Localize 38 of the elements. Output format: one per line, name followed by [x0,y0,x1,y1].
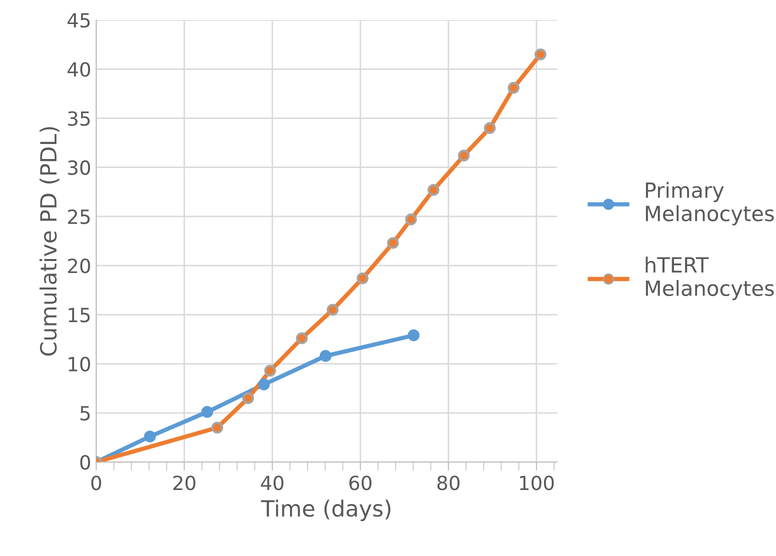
point [458,150,470,162]
y-tick-label: 0 [80,454,90,470]
point [408,329,420,342]
y-tick-label: 45 [68,13,90,28]
x-tick-label: 40 [260,476,284,490]
x-tick-label: 100 [520,476,554,490]
x-axis-title: Time (days) [261,500,390,522]
point [296,332,308,344]
x-tick-label: 60 [349,476,372,490]
point [320,350,332,362]
point [387,237,399,249]
point [264,364,276,377]
point [211,422,224,434]
point [201,406,214,418]
point [242,392,254,404]
point [508,82,520,94]
x-tick-label: 20 [173,476,196,490]
y-tick-label: 10 [68,356,90,372]
x-tick-label: 0 [91,476,102,490]
y-tick-label: 15 [68,308,90,322]
y-tick-label: 20 [68,258,90,274]
y-axis-title: Cumulative PD (PDL) [40,127,60,356]
point [326,304,339,316]
point [428,184,440,196]
point [484,122,496,134]
y-tick-label: 5 [80,406,90,421]
point [405,214,417,226]
point [258,378,270,390]
y-tick-label: 40 [68,62,90,77]
y-tick-label: 30 [68,160,90,176]
point [356,272,368,284]
point [534,48,546,60]
y-tick-label: 35 [68,111,90,126]
y-tick-label: 25 [68,209,90,224]
point [144,430,156,442]
legend-label: Primary Melanocytes [646,182,774,226]
legend-label: hTERT Melanocytes [646,256,774,300]
x-tick-label: 80 [437,476,460,490]
